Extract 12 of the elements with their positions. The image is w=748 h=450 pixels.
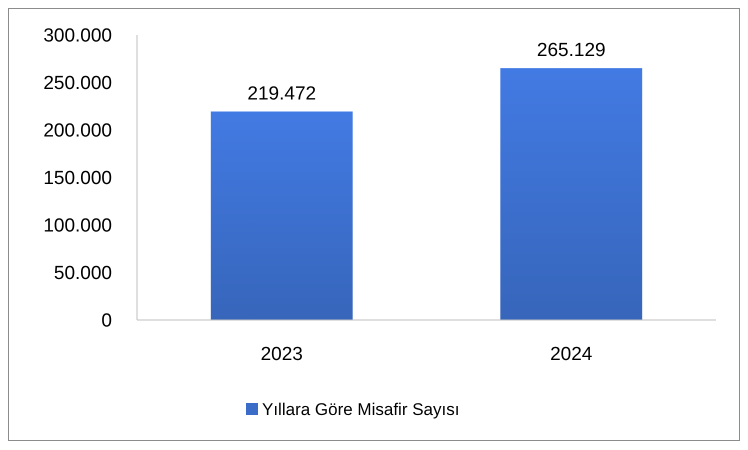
y-tick-label: 200.000 [43, 120, 112, 142]
x-tick-label: 2023 [260, 344, 303, 365]
y-tick-label: 250.000 [43, 73, 112, 94]
y-tick-label: 50.000 [54, 263, 112, 284]
y-tick-label: 150.000 [43, 168, 112, 190]
y-tick-label: 300.000 [43, 26, 112, 47]
y-tick-label: 0 [101, 310, 112, 332]
legend-label: Yıllara Göre Misafir Sayısı [262, 400, 460, 419]
data-label: 265.129 [536, 40, 606, 62]
x-tick-label: 2024 [550, 344, 593, 365]
data-label: 219.472 [247, 84, 316, 104]
y-tick-label: 100.000 [43, 216, 112, 237]
